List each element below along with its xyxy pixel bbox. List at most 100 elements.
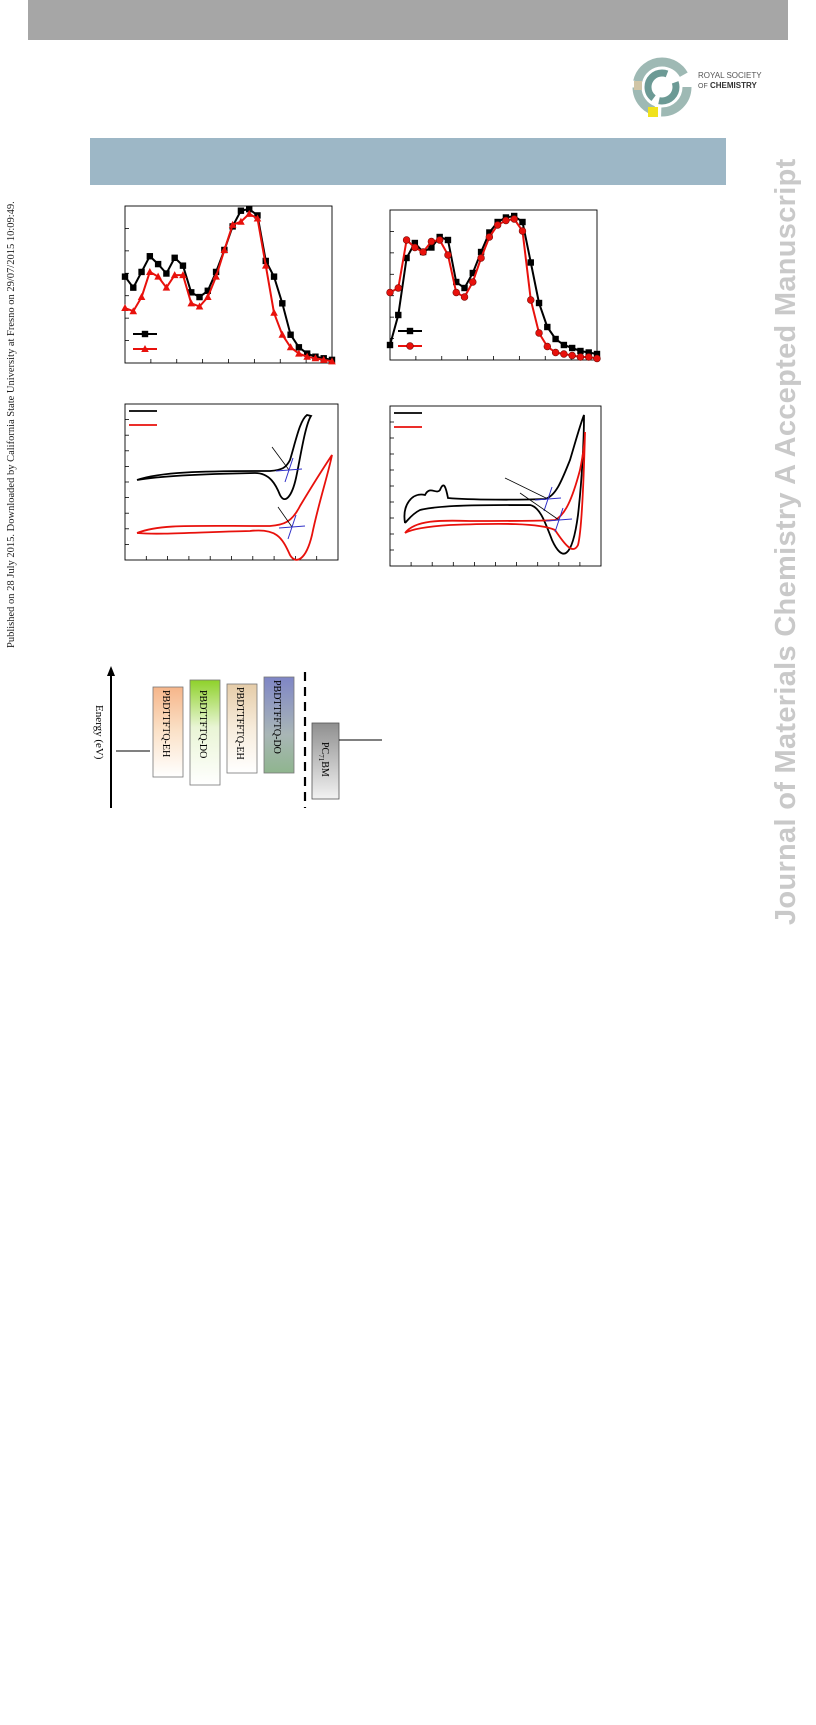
- acceptor-subscript: 71: [317, 754, 325, 762]
- data-point: [544, 323, 551, 331]
- cv-trace: [136, 414, 313, 500]
- data-point: [170, 271, 179, 279]
- data-point: [406, 327, 414, 335]
- box-label-2: PBDTTFTQ-DO: [197, 690, 208, 758]
- data-point: [510, 215, 518, 223]
- cv-chart-a: [124, 403, 339, 561]
- figure-canvas: Energy (eV) PBDTTFTQ-EH PBDTTFTQ-DO PBDT…: [93, 205, 602, 808]
- logo-line-1: ROYAL SOCIETY: [698, 71, 762, 80]
- data-point: [270, 308, 278, 316]
- data-point: [253, 214, 262, 222]
- data-point: [453, 278, 460, 286]
- data-point: [220, 245, 229, 253]
- data-point: [543, 342, 552, 351]
- box-pbdttftq-do: [189, 679, 221, 786]
- data-point: [121, 273, 129, 280]
- data-point: [386, 341, 394, 349]
- data-point: [406, 342, 414, 350]
- data-point: [270, 273, 278, 280]
- data-point: [319, 355, 328, 363]
- data-point: [146, 253, 154, 260]
- data-point: [303, 352, 311, 360]
- data-point: [577, 347, 584, 355]
- data-point: [403, 254, 410, 262]
- data-point: [461, 284, 468, 292]
- data-point: [137, 293, 146, 301]
- data-point: [428, 244, 435, 251]
- series-line: [124, 212, 333, 363]
- box-pbdttfftq-do: [263, 676, 295, 774]
- onset-pointer: [519, 492, 560, 521]
- data-point: [138, 268, 145, 276]
- absorption-chart-a: [121, 205, 336, 365]
- data-point: [593, 354, 601, 363]
- data-point: [411, 239, 419, 247]
- onset-pointer: [271, 446, 290, 471]
- data-point: [141, 330, 149, 338]
- data-point: [402, 236, 411, 244]
- data-point: [286, 343, 295, 351]
- data-point: [502, 216, 510, 225]
- data-point: [237, 207, 245, 214]
- header-band: [28, 0, 788, 40]
- data-point: [469, 278, 477, 286]
- data-point: [493, 221, 502, 229]
- data-point: [486, 229, 493, 236]
- energy-axis-arrow-icon: [107, 666, 115, 676]
- data-point: [395, 311, 402, 319]
- data-point: [162, 283, 171, 291]
- data-point: [552, 335, 559, 343]
- data-point: [435, 236, 444, 244]
- data-point: [245, 209, 253, 217]
- data-point: [295, 344, 303, 351]
- box-label-1: PBDTTFTQ-EH: [160, 690, 171, 757]
- publisher-logo: ROYAL SOCIETY OF CHEMISTRY: [630, 54, 790, 120]
- data-point: [154, 260, 162, 268]
- plot-frame: [124, 205, 333, 364]
- data-point: [485, 233, 494, 241]
- data-point: [560, 341, 568, 349]
- data-point: [279, 300, 286, 307]
- box-pbdttftq-eh: [152, 686, 184, 778]
- data-point: [121, 304, 129, 312]
- data-point: [311, 354, 320, 362]
- data-point: [593, 350, 601, 358]
- onset-pointer: [504, 477, 549, 500]
- data-point: [535, 299, 543, 307]
- data-point: [129, 307, 138, 315]
- data-point: [261, 261, 270, 269]
- onset-tangent: [554, 507, 564, 533]
- data-point: [568, 344, 576, 352]
- cv-chart-b: [389, 405, 602, 567]
- box-label-4: PBDTTFFTQ-DO: [271, 680, 282, 754]
- data-point: [386, 288, 394, 297]
- data-point: [444, 251, 452, 259]
- data-point: [477, 248, 485, 256]
- data-point: [518, 227, 527, 235]
- onset-tangent: [543, 486, 553, 512]
- absorption-chart-b: [386, 209, 601, 363]
- data-point: [195, 302, 204, 310]
- energy-axis-label: Energy (eV): [93, 705, 105, 760]
- caption-band: [90, 138, 726, 185]
- cv-trace: [404, 431, 586, 550]
- logo-line-2: OF: [698, 83, 708, 90]
- plot-frame: [389, 405, 602, 567]
- series-line: [389, 214, 598, 355]
- data-point: [196, 293, 203, 301]
- data-point: [228, 220, 237, 228]
- data-point: [519, 218, 526, 226]
- data-point: [204, 293, 212, 301]
- logo-graphic: ROYAL SOCIETY OF CHEMISTRY: [632, 57, 762, 117]
- cv-trace: [403, 414, 585, 555]
- data-point: [585, 353, 593, 361]
- series-line: [389, 217, 598, 360]
- logo-line-3: CHEMISTRY: [710, 81, 757, 90]
- data-point: [187, 299, 196, 307]
- data-point: [328, 357, 336, 365]
- data-point: [179, 262, 187, 269]
- data-point: [568, 351, 576, 360]
- data-point: [527, 259, 534, 266]
- data-point: [460, 293, 469, 301]
- data-point: [204, 287, 211, 294]
